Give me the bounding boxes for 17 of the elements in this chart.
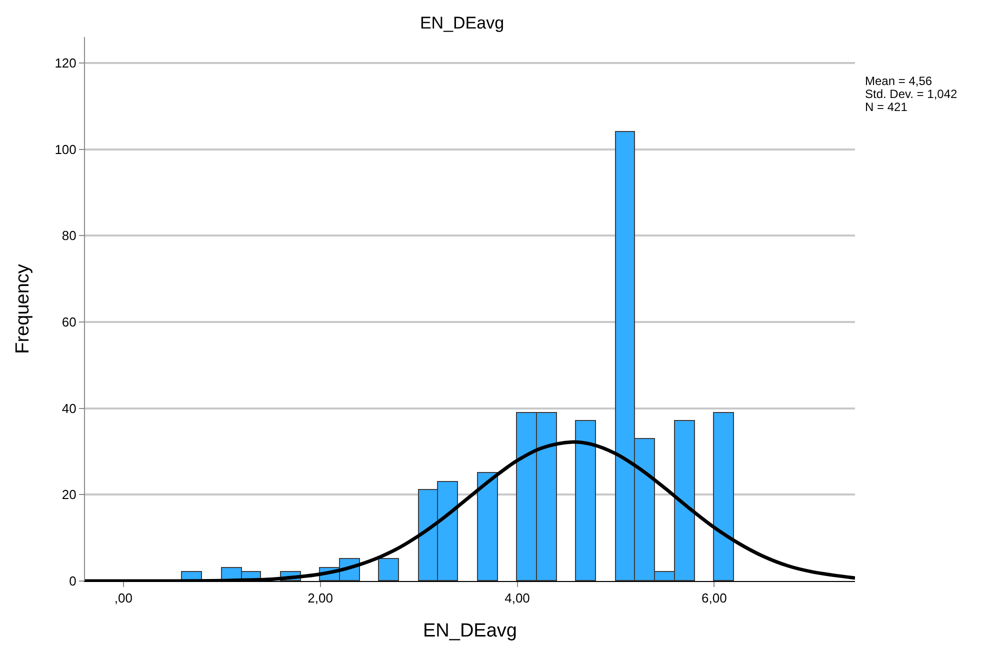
chart-title: EN_DEavg	[420, 13, 504, 32]
y-tick-label: 120	[54, 55, 76, 70]
text: Std. Dev. = 1,042	[865, 87, 958, 101]
x-axis-title: EN_DEavg	[423, 620, 517, 642]
y-tick-label: 100	[54, 142, 76, 157]
text: N = 421	[865, 100, 908, 114]
y-tick-label: 60	[62, 314, 76, 330]
y-tick-label: 40	[62, 400, 76, 416]
y-tick-label: 20	[62, 487, 76, 502]
x-tick-label: 4,00	[504, 590, 530, 606]
x-tick-label: 2,00	[308, 590, 333, 606]
y-tick-label: 80	[62, 228, 76, 244]
y-tick-label: 0	[69, 574, 76, 589]
x-tick-label: 6,00	[702, 590, 727, 606]
text: Mean = 4,56	[865, 74, 932, 88]
x-tick-label: ,00	[114, 590, 132, 606]
y-axis-title: Frequency	[12, 264, 34, 354]
